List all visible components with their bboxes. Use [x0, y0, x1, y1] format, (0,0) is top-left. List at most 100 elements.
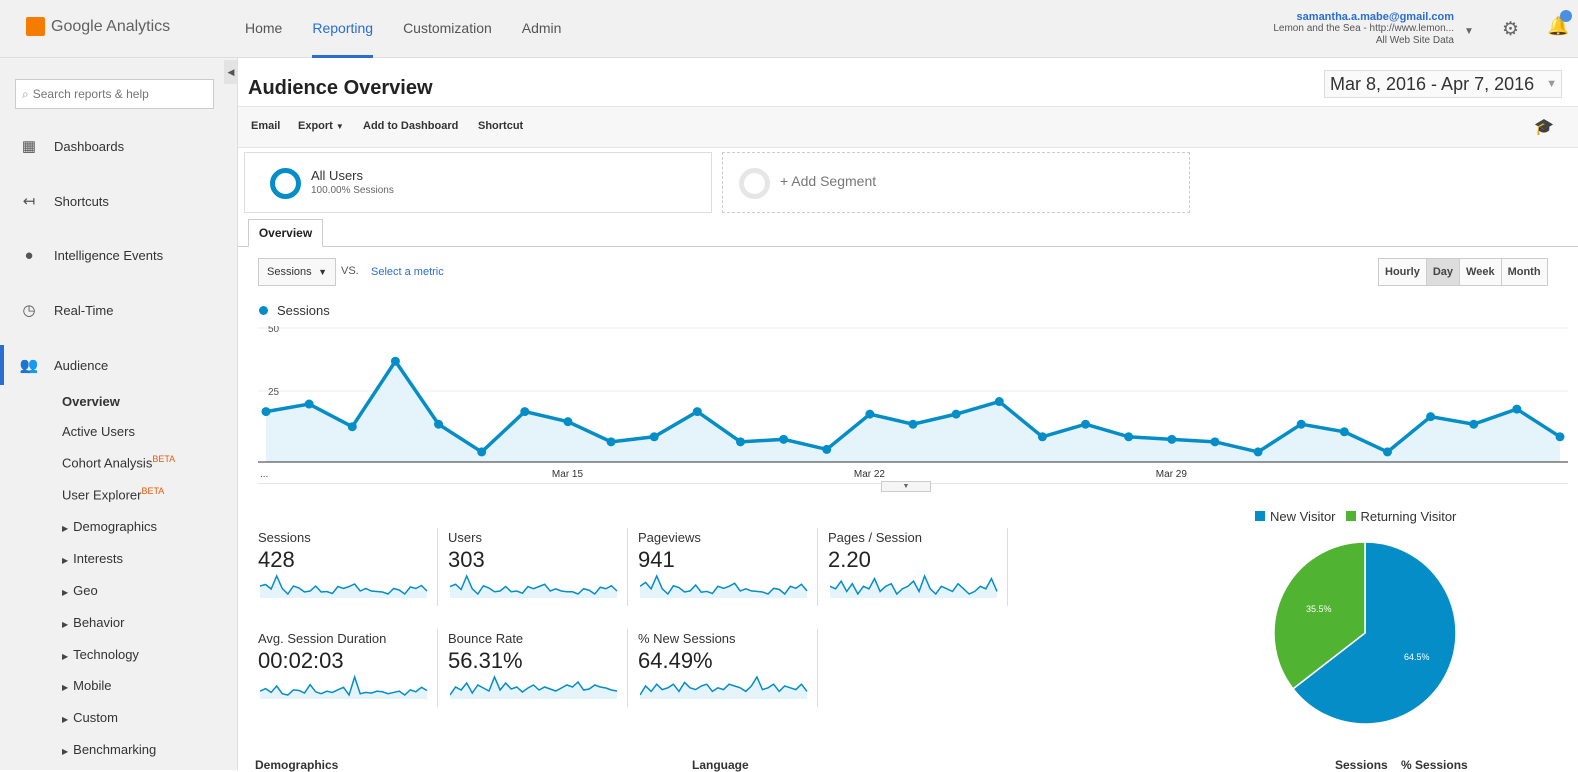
- search-input[interactable]: [32, 87, 198, 101]
- metric-sparkline: [640, 675, 808, 699]
- sessions-point: [390, 356, 400, 366]
- metric-pages-session[interactable]: Pages / Session 2.20: [828, 530, 1018, 610]
- topnav-admin[interactable]: Admin: [521, 20, 562, 36]
- search-box[interactable]: ⌕: [15, 79, 214, 109]
- sparkline-area: [640, 576, 807, 598]
- sessions-line-chart[interactable]: 50 25... Mar 15 Mar 22 Mar 29: [258, 326, 1568, 482]
- sidebar-group-custom[interactable]: ▶ Custom: [62, 710, 118, 725]
- metric-sparkline: [830, 573, 998, 598]
- report-toolbar: Email Export ▼ Add to Dashboard Shortcut: [238, 106, 1578, 148]
- metric-value: 303: [448, 547, 485, 572]
- granularity-day[interactable]: Day: [1426, 259, 1461, 285]
- sidebar-group-benchmarking[interactable]: ▶ Benchmarking: [62, 742, 157, 757]
- beta-badge: BETA: [152, 454, 176, 464]
- sidebar-item-label: Intelligence Events: [54, 247, 164, 263]
- sidebar-group-mobile[interactable]: ▶ Mobile: [62, 678, 112, 693]
- export-button[interactable]: Export ▼: [298, 120, 344, 132]
- pie-legend: New Visitor Returning Visitor: [1255, 509, 1456, 524]
- topnav-reporting[interactable]: Reporting: [312, 0, 374, 58]
- email-button[interactable]: Email: [251, 120, 281, 132]
- metric-bounce-rate[interactable]: Bounce Rate 56.31%: [448, 631, 638, 711]
- sidebar-item-audience[interactable]: 👥 Audience: [0, 345, 238, 385]
- metric-select[interactable]: Sessions ▼: [258, 258, 336, 286]
- sessions-point: [1253, 447, 1263, 457]
- segment-all-users[interactable]: All Users 100.00% Sessions: [244, 152, 712, 213]
- sparkline-line: [640, 574, 808, 596]
- sessions-columns-heading: Sessions % Sessions: [1335, 758, 1468, 772]
- legend-new-visitor[interactable]: New Visitor: [1255, 509, 1336, 524]
- sidebar-item-real-time[interactable]: ◷ Real-Time: [0, 290, 238, 330]
- metric-users[interactable]: Users 303: [448, 530, 638, 610]
- chart-legend: Sessions: [259, 303, 330, 318]
- y-tick-label: 25: [268, 387, 280, 398]
- x-tick-label: Mar 29: [1156, 469, 1188, 480]
- chart-expander-icon[interactable]: ▼: [881, 481, 931, 492]
- granularity-month[interactable]: Month: [1501, 259, 1547, 285]
- sessions-point: [606, 437, 616, 447]
- sidebar-group-geo[interactable]: ▶ Geo: [62, 583, 98, 598]
- metric-value: 64.49%: [638, 648, 713, 673]
- metric-sessions[interactable]: Sessions 428: [258, 530, 448, 610]
- sidebar-sub-active-users[interactable]: Active Users: [62, 424, 135, 439]
- sidebar-sub-user-explorer[interactable]: User ExplorerBETA: [62, 486, 165, 503]
- sidebar-group-behavior[interactable]: ▶ Behavior: [62, 615, 125, 630]
- sparkline-line: [260, 674, 428, 697]
- sessions-point: [1210, 437, 1220, 447]
- granularity-toggle: Hourly Day Week Month: [1378, 258, 1548, 286]
- sidebar-item-dashboards[interactable]: ▦ Dashboards: [0, 126, 238, 166]
- select-metric-link[interactable]: Select a metric: [371, 266, 444, 278]
- sparkline-area: [450, 677, 617, 699]
- top-bar: Google Analytics Home Reporting Customiz…: [0, 0, 1578, 58]
- metric-pageviews[interactable]: Pageviews 941: [638, 530, 828, 610]
- metric-divider: [437, 528, 438, 606]
- visitor-pie-chart[interactable]: 64.5% 35.5%: [1268, 536, 1468, 736]
- tab-overview[interactable]: Overview: [248, 219, 323, 247]
- sidebar-item-intelligence-events[interactable]: ● Intelligence Events: [0, 235, 238, 275]
- metric--new-sessions[interactable]: % New Sessions 64.49%: [638, 631, 828, 711]
- sessions-point: [735, 437, 745, 447]
- sidebar-group-demographics[interactable]: ▶ Demographics: [62, 519, 157, 534]
- legend-returning-visitor[interactable]: Returning Visitor: [1345, 509, 1456, 524]
- pie-slice-label: 64.5%: [1404, 652, 1430, 662]
- sidebar-sub-cohort-analysis[interactable]: Cohort AnalysisBETA: [62, 454, 176, 471]
- expand-triangle-icon: ▶: [62, 747, 69, 756]
- topnav-home[interactable]: Home: [245, 20, 283, 36]
- metric-avg-session-duration[interactable]: Avg. Session Duration 00:02:03: [258, 631, 448, 711]
- metric-divider: [817, 528, 818, 606]
- date-range-picker[interactable]: Mar 8, 2016 - Apr 7, 2016 ▼: [1324, 70, 1562, 98]
- sparkline-line: [450, 574, 618, 596]
- app-logo[interactable]: Google Analytics: [26, 17, 170, 36]
- sessions-point: [434, 419, 444, 429]
- sparkline-area: [640, 677, 807, 699]
- pie-slice-returning-visitor: [1273, 541, 1366, 690]
- topnav-customization[interactable]: Customization: [403, 20, 492, 36]
- account-caret-icon[interactable]: ▼: [1464, 26, 1474, 37]
- add-segment-button[interactable]: + Add Segment: [722, 152, 1190, 213]
- logo-text: Google Analytics: [51, 17, 171, 35]
- granularity-hourly[interactable]: Hourly: [1379, 259, 1427, 285]
- sessions-point: [779, 434, 789, 444]
- sessions-point: [1167, 434, 1177, 444]
- expand-triangle-icon: ▶: [62, 683, 69, 692]
- chevron-down-icon: ▼: [335, 122, 344, 131]
- expand-triangle-icon: ▶: [62, 524, 69, 533]
- collapse-sidebar-icon[interactable]: ◀: [224, 60, 238, 84]
- analytics-logo-icon: [26, 17, 45, 36]
- account-view: All Web Site Data: [1375, 35, 1454, 46]
- shortcut-button[interactable]: Shortcut: [478, 120, 524, 132]
- sparkline-line: [830, 573, 998, 596]
- sessions-point: [347, 422, 357, 432]
- add-to-dashboard-button[interactable]: Add to Dashboard: [363, 120, 459, 132]
- sessions-point: [1555, 432, 1565, 442]
- sidebar-item-shortcuts[interactable]: ↤ Shortcuts: [0, 181, 238, 221]
- sessions-point: [994, 397, 1004, 407]
- account-switcher[interactable]: samantha.a.mabe@gmail.com Lemon and the …: [1273, 11, 1454, 47]
- sidebar-group-technology[interactable]: ▶ Technology: [62, 647, 139, 662]
- x-tick-label: ...: [260, 469, 268, 480]
- gear-icon[interactable]: ⚙: [1502, 19, 1520, 40]
- sidebar-group-interests[interactable]: ▶ Interests: [62, 551, 124, 566]
- granularity-week[interactable]: Week: [1460, 259, 1502, 285]
- expand-triangle-icon: ▶: [62, 652, 69, 661]
- graduation-cap-icon[interactable]: 🎓: [1534, 119, 1554, 136]
- sidebar-sub-overview[interactable]: Overview: [62, 394, 120, 409]
